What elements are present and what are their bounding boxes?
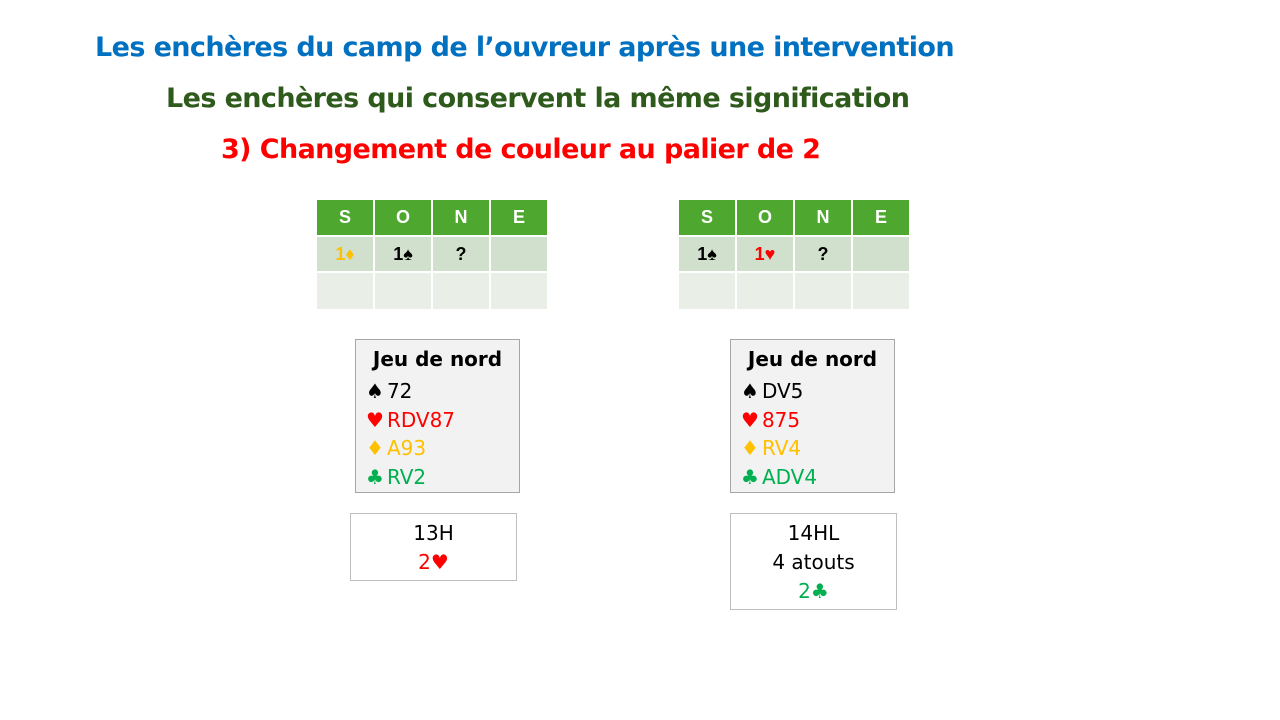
hand-line: ♣ ADV4 [731, 463, 894, 492]
bid-cell [737, 273, 793, 309]
cards: A93 [386, 436, 427, 460]
suit-icon: ♥ [366, 407, 384, 432]
suit-icon: ♦ [741, 436, 759, 460]
hand-title: Jeu de nord [372, 347, 503, 371]
bid-row: 1♠ 1♥? [679, 237, 909, 271]
bid-row: 1♦ 1♠? [317, 237, 547, 271]
cards: RV4 [761, 436, 802, 460]
hand-line: ♦ RV4 [731, 434, 894, 463]
header-cell: E [491, 200, 547, 235]
result-line: 2♣ [798, 579, 829, 603]
suit-icon: ♦ [366, 436, 384, 460]
hand-box: Jeu de nord ♠ DV5 ♥ 875 ♦ RV4 ♣ ADV4 [730, 339, 895, 493]
bidding-table: S O N E 1♠ 1♥? [677, 198, 911, 311]
bid-cell: 1♦ [317, 237, 373, 271]
bid-cell [853, 273, 909, 309]
bidding-table: S O N E 1♦ 1♠? [315, 198, 549, 311]
header-cell: S [317, 200, 373, 235]
bid-cell: ? [433, 237, 489, 271]
hand-line: ♦ A93 [356, 434, 519, 463]
suit-icon: ♥ [741, 407, 759, 432]
bid-cell [375, 273, 431, 309]
cards: ADV4 [761, 464, 818, 489]
bid-cell: 1♠ [375, 237, 431, 271]
empty-row [679, 273, 909, 309]
hand-line: ♥ 875 [731, 406, 894, 435]
bid-cell [491, 237, 547, 271]
suit-icon: ♠ [366, 379, 384, 403]
cards: 72 [386, 379, 413, 403]
header-cell: N [795, 200, 851, 235]
empty-row [317, 273, 547, 309]
suit-icon: ♠ [741, 379, 759, 403]
hand-line: ♣ RV2 [356, 463, 519, 492]
result-line: 14HL [787, 521, 840, 545]
result-line: 4 atouts [772, 550, 855, 574]
result-line: 13H [413, 521, 454, 545]
header-cell: O [375, 200, 431, 235]
result-box: 14HL 4 atouts 2♣ [730, 513, 897, 610]
bid-cell: 1♥ [737, 237, 793, 271]
main-title: Les enchères du camp de l’ouvreur après … [95, 32, 955, 63]
suit-icon: ♣ [741, 464, 759, 489]
hand-box: Jeu de nord ♠ 72 ♥ RDV87 ♦ A93 ♣ RV2 [355, 339, 520, 493]
bid-cell: 1♠ [679, 237, 735, 271]
bid-cell [853, 237, 909, 271]
section-title: 3) Changement de couleur au palier de 2 [221, 134, 821, 165]
bid-cell [679, 273, 735, 309]
header-cell: N [433, 200, 489, 235]
hand-title: Jeu de nord [747, 347, 878, 371]
bid-cell [433, 273, 489, 309]
result-line: 2♥ [418, 550, 449, 574]
suit-icon: ♣ [366, 464, 384, 489]
header-cell: O [737, 200, 793, 235]
subtitle: Les enchères qui conservent la même sign… [166, 83, 910, 114]
cards: RDV87 [386, 407, 456, 432]
hand-line: ♠ 72 [356, 377, 519, 406]
bid-cell: ? [795, 237, 851, 271]
cards: DV5 [761, 379, 804, 403]
hand-line: ♥ RDV87 [356, 406, 519, 435]
bid-cell [795, 273, 851, 309]
bid-cell [491, 273, 547, 309]
cards: RV2 [386, 464, 427, 489]
result-box: 13H 2♥ [350, 513, 517, 581]
header-cell: E [853, 200, 909, 235]
header-cell: S [679, 200, 735, 235]
bid-cell [317, 273, 373, 309]
cards: 875 [761, 407, 801, 432]
hand-line: ♠ DV5 [731, 377, 894, 406]
